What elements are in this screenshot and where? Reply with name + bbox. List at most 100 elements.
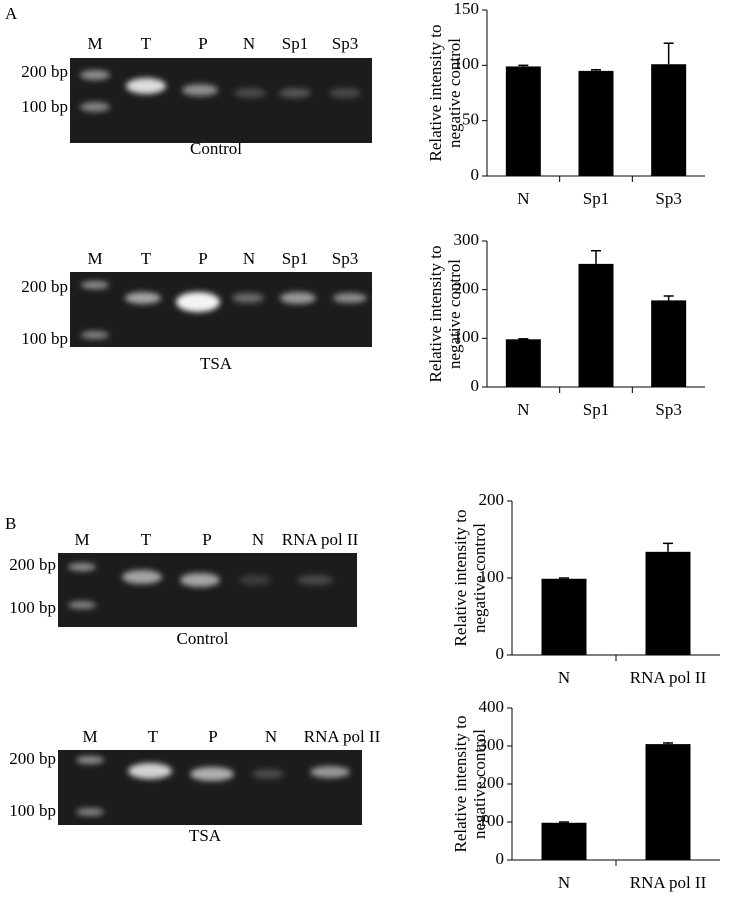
gel-band xyxy=(176,292,220,312)
y-tick-label: 0 xyxy=(471,376,480,395)
y-axis-label: negative control xyxy=(445,38,464,148)
gel-band xyxy=(128,763,172,779)
gel-band xyxy=(252,769,284,779)
gel-band xyxy=(329,88,361,98)
gel-band xyxy=(190,767,234,781)
gel-band xyxy=(76,756,104,764)
y-tick-label: 100 xyxy=(454,54,480,73)
x-tick-label: N xyxy=(558,668,570,687)
bar xyxy=(505,339,541,387)
y-axis-label: Relative intensity to xyxy=(426,25,445,162)
y-tick-label: 200 xyxy=(454,279,480,298)
gel-band xyxy=(232,293,264,303)
gel-caption: Control xyxy=(177,629,229,648)
gel-band xyxy=(68,563,96,571)
x-tick-label: Sp3 xyxy=(655,189,681,208)
gel-band xyxy=(68,601,96,609)
gel-image xyxy=(70,58,372,143)
y-tick-label: 100 xyxy=(479,811,505,830)
gel-band xyxy=(182,84,218,96)
size-marker: 200 bp xyxy=(9,555,56,574)
x-tick-label: RNA pol II xyxy=(630,668,707,687)
lane-label: Sp1 xyxy=(282,249,308,268)
y-tick-label: 150 xyxy=(454,0,480,18)
bar xyxy=(541,822,587,860)
lane-label: M xyxy=(74,530,89,549)
size-marker: 100 bp xyxy=(9,801,56,820)
lane-label: T xyxy=(141,530,152,549)
y-tick-label: 50 xyxy=(462,110,479,129)
bar xyxy=(645,551,691,655)
gel-image xyxy=(70,272,372,347)
x-tick-label: N xyxy=(517,400,529,419)
lane-label: N xyxy=(243,34,255,53)
y-tick-label: 100 xyxy=(454,327,480,346)
x-tick-label: RNA pol II xyxy=(630,873,707,892)
lane-label: P xyxy=(202,530,211,549)
lane-label: Sp3 xyxy=(332,249,358,268)
gel-band xyxy=(80,70,110,80)
y-tick-label: 300 xyxy=(454,230,480,249)
lane-label: Sp1 xyxy=(282,34,308,53)
y-tick-label: 0 xyxy=(496,849,505,868)
bar xyxy=(578,263,614,387)
gel-band xyxy=(80,102,110,112)
gel-band xyxy=(280,292,316,304)
gel-caption: TSA xyxy=(200,354,233,373)
gel-band xyxy=(333,293,367,303)
gel-band xyxy=(126,78,166,94)
lane-label: P xyxy=(198,34,207,53)
size-marker: 100 bp xyxy=(21,329,68,348)
size-marker: 200 bp xyxy=(9,749,56,768)
gel-band xyxy=(81,331,109,339)
y-axis-label: Relative intensity to xyxy=(451,510,470,647)
lane-label: P xyxy=(198,249,207,268)
gel-image xyxy=(58,553,357,627)
gel-band xyxy=(234,88,266,98)
gel-caption: TSA xyxy=(189,826,222,845)
lane-label: M xyxy=(87,249,102,268)
y-tick-label: 200 xyxy=(479,773,505,792)
gel-band xyxy=(297,575,333,585)
y-axis-label: Relative intensity to xyxy=(426,246,445,383)
bar xyxy=(578,70,614,176)
gel-image xyxy=(58,750,362,825)
x-tick-label: Sp1 xyxy=(583,400,609,419)
lane-label: T xyxy=(141,34,152,53)
lane-label: N xyxy=(252,530,264,549)
gel-band xyxy=(81,281,109,289)
lane-label: P xyxy=(208,727,217,746)
lane-label: N xyxy=(243,249,255,268)
y-axis-label: negative control xyxy=(470,729,489,839)
bar xyxy=(541,578,587,655)
gel-band xyxy=(279,88,311,98)
size-marker: 100 bp xyxy=(21,97,68,116)
lane-label: M xyxy=(87,34,102,53)
y-tick-label: 200 xyxy=(479,490,505,509)
lane-label: Sp3 xyxy=(332,34,358,53)
lane-label: RNA pol II xyxy=(282,530,359,549)
y-tick-label: 400 xyxy=(479,697,505,716)
gel-band xyxy=(310,766,350,778)
y-axis-label: Relative intensity to xyxy=(451,716,470,853)
gel-band xyxy=(239,575,271,585)
y-tick-label: 100 xyxy=(479,567,505,586)
gel-caption: Control xyxy=(190,139,242,158)
size-marker: 200 bp xyxy=(21,277,68,296)
lane-label: T xyxy=(148,727,159,746)
size-marker: 100 bp xyxy=(9,598,56,617)
bar xyxy=(651,64,687,176)
x-tick-label: N xyxy=(517,189,529,208)
y-tick-label: 0 xyxy=(471,165,480,184)
y-tick-label: 0 xyxy=(496,644,505,663)
size-marker: 200 bp xyxy=(21,62,68,81)
gel-band xyxy=(122,570,162,584)
gel-band xyxy=(76,808,104,816)
bar xyxy=(505,66,541,176)
bar xyxy=(645,744,691,860)
x-tick-label: N xyxy=(558,873,570,892)
lane-label: M xyxy=(82,727,97,746)
panel-label: A xyxy=(5,4,18,23)
